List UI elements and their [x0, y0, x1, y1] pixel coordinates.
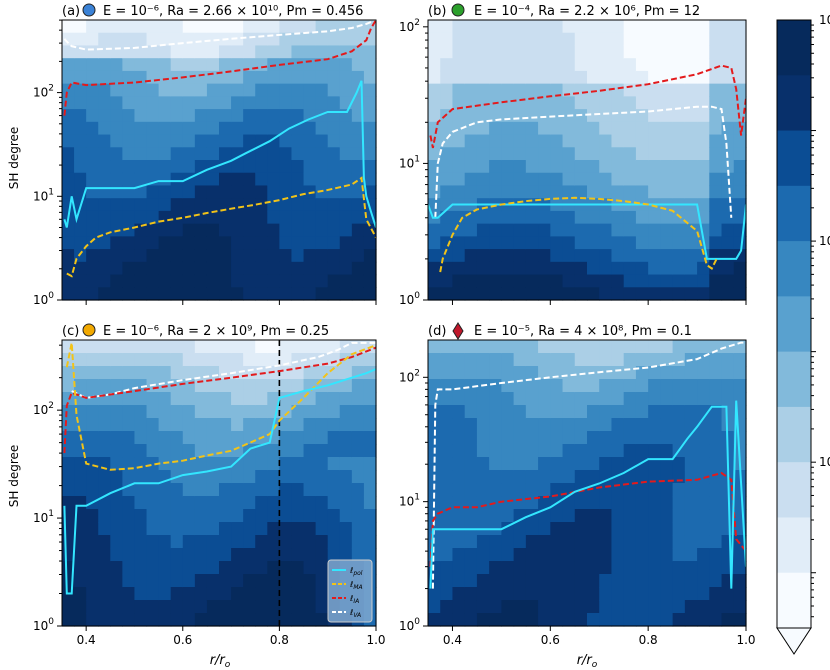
- colorbar-band: [777, 296, 811, 353]
- panel-a: 100 101 102 (a) E = 10⁻⁶, Ra = 2.66 × 10¹⁰…: [33, 3, 377, 307]
- panel-c: 100 101 102 0.4 0.6 0.8 1.0 ℓpol ℓMA ℓIA ℓVA (c) E…: [33, 323, 386, 647]
- panel-label-b: (b): [428, 4, 446, 19]
- colorbar-extension: [776, 627, 812, 655]
- series-l-va-line: [63, 20, 376, 51]
- x-tick-label: 0.8: [639, 633, 658, 647]
- colorbar-tick-label: 10−4: [819, 453, 830, 469]
- colorbar-band: [777, 241, 811, 297]
- colorbar-band: [777, 130, 811, 187]
- colorbar-tick-label: 100: [819, 11, 830, 27]
- legend-entry-ia: ℓIA: [349, 594, 359, 605]
- marker-c-icon: [82, 323, 96, 337]
- colorbar-frame: [776, 19, 812, 629]
- y-tick-label: 100: [33, 291, 54, 307]
- legend-entry-ma: ℓMA: [349, 580, 363, 591]
- colorbar-band: [777, 462, 811, 518]
- panel-title-d: E = 10⁻⁵, Ra = 4 × 10⁸, Pm = 0.1: [474, 324, 692, 339]
- y-tick-label: 101: [399, 154, 420, 170]
- ylabel-bottom: SH degree: [7, 445, 21, 508]
- y-tick-label: 102: [399, 368, 420, 384]
- y-tick-label: 101: [399, 493, 420, 509]
- legend-entry-pol: ℓpol: [349, 566, 363, 577]
- series-l-va-line: [434, 105, 733, 218]
- panel-b: 100 101 102 (b) E = 10⁻⁴, Ra = 2.2 × 10⁶, …: [399, 3, 747, 307]
- series-l-pol-line: [63, 368, 376, 595]
- y-tick-label: 100: [399, 291, 420, 307]
- legend-box: [327, 559, 373, 623]
- panel-label-d: (d): [428, 324, 446, 339]
- plot-frame: [61, 339, 377, 627]
- colorbar-tick-label: 10−2: [819, 232, 830, 248]
- panel-label-a: (a): [62, 4, 80, 19]
- colorbar-band: [777, 406, 811, 463]
- series-l-ma-line: [439, 196, 718, 273]
- colorbar-band: [777, 517, 811, 574]
- colorbar-band: [777, 185, 811, 242]
- x-tick-label: 1.0: [736, 633, 755, 647]
- plot-frame: [61, 19, 377, 301]
- x-tick-label: 0.6: [541, 633, 560, 647]
- series-l-pol-line: [429, 400, 746, 589]
- series-l-pol-line: [428, 203, 746, 260]
- panel-title-a: E = 10⁻⁶, Ra = 2.66 × 10¹⁰, Pm = 0.456: [103, 4, 363, 19]
- y-tick-label: 100: [33, 617, 54, 633]
- xlabel-right: r/ro: [577, 653, 598, 670]
- colorbar-band: [777, 572, 811, 629]
- marker-b-icon: [451, 3, 465, 17]
- ylabel-top: SH degree: [7, 127, 21, 190]
- panel-title-c: E = 10⁻⁶, Ra = 2 × 10⁹, Pm = 0.25: [103, 324, 329, 339]
- panel-d: 100 101 102 0.4 0.6 0.8 1.0 (d) E = 10⁻⁵, Ra =…: [399, 322, 756, 647]
- series-l-ia-line: [63, 346, 376, 454]
- colorbar: 100 10−2 10−4: [776, 11, 830, 655]
- y-tick-label: 102: [33, 401, 54, 417]
- panel-label-c: (c): [62, 324, 79, 339]
- legend-entry-va: ℓVA: [349, 608, 361, 619]
- y-tick-label: 102: [33, 84, 54, 100]
- series-l-ma-line: [66, 176, 376, 278]
- x-tick-label: 0.6: [173, 633, 192, 647]
- marker-a-icon: [82, 3, 96, 17]
- plot-frame: [427, 339, 747, 627]
- y-tick-label: 101: [33, 509, 54, 525]
- x-tick-label: 0.4: [77, 633, 96, 647]
- panel-title-b: E = 10⁻⁴, Ra = 2.2 × 10⁶, Pm = 12: [474, 4, 700, 19]
- y-tick-label: 100: [399, 617, 420, 633]
- series-l-ia-line: [63, 20, 376, 116]
- y-tick-label: 102: [399, 18, 420, 34]
- legend: ℓpol ℓMA ℓIA ℓVA: [327, 559, 373, 623]
- x-tick-label: 0.8: [270, 633, 289, 647]
- series-l-va-line: [431, 341, 746, 589]
- colorbar-band: [777, 20, 811, 76]
- marker-d-icon: [452, 322, 464, 340]
- x-tick-label: 0.4: [443, 633, 462, 647]
- x-tick-label: 1.0: [366, 633, 385, 647]
- y-tick-label: 101: [33, 187, 54, 203]
- xlabel-left: r/ro: [210, 653, 231, 670]
- plot-frame: [427, 19, 747, 301]
- colorbar-band: [777, 351, 811, 408]
- colorbar-band: [777, 75, 811, 132]
- series-l-pol-line: [63, 80, 376, 228]
